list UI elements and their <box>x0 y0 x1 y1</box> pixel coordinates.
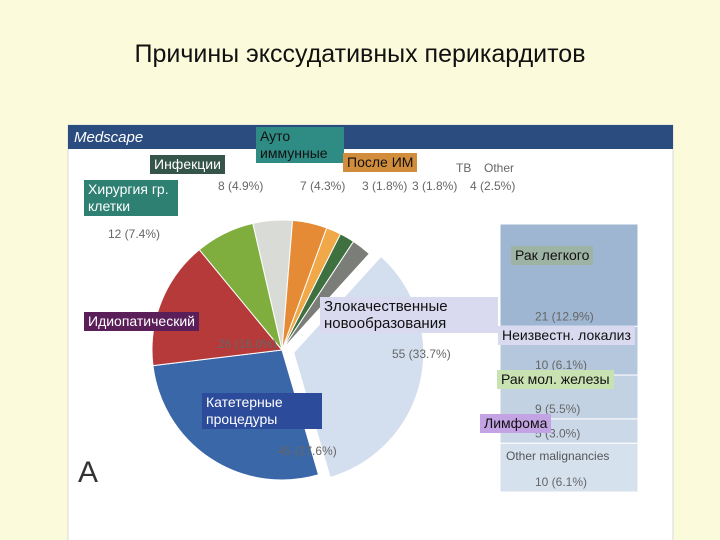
value-label: 4 (2.5%) <box>470 179 515 193</box>
category-tag: Катетерные процедуры <box>202 393 322 429</box>
category-tag: Злокачественные новообразования <box>320 297 498 333</box>
value-label: 7 (4.3%) <box>300 179 345 193</box>
panel-label: A <box>78 456 98 489</box>
breakdown-value-label: 10 (6.1%) <box>535 358 587 372</box>
breakdown-label: Other malignancies <box>506 449 609 463</box>
value-label: 3 (1.8%) <box>362 179 407 193</box>
value-label: 8 (4.9%) <box>218 179 263 193</box>
value-label: 3 (1.8%) <box>412 179 457 193</box>
category-tag: Ауто иммунные <box>256 127 344 163</box>
breakdown-tag: Рак мол. железы <box>497 370 614 389</box>
header-bar <box>68 125 673 149</box>
value-label: 12 (7.4%) <box>108 227 160 241</box>
breakdown-value-label: 21 (12.9%) <box>535 309 594 323</box>
breakdown-tag: Неизвестн. локализ <box>498 326 635 345</box>
value-label: 26 (16.0%) <box>218 337 277 351</box>
category-tag: Хирургия гр. клетки <box>84 180 178 216</box>
category-label: Other <box>484 161 514 175</box>
breakdown-value-label: 10 (6.1%) <box>535 475 587 489</box>
pie-slice <box>281 240 371 351</box>
breakdown-tag: Рак легкого <box>511 246 594 265</box>
breakdown-tag: Лимфома <box>480 414 552 433</box>
category-label: TB <box>456 161 471 175</box>
category-tag: Инфекции <box>150 155 225 174</box>
category-tag: После ИМ <box>343 153 418 172</box>
source-label: Medscape <box>74 129 143 146</box>
breakdown-bar <box>499 223 639 327</box>
value-label: 55 (33.7%) <box>392 347 451 361</box>
category-tag: Идиопатический <box>84 312 199 331</box>
value-label: 45 (27.6%) <box>278 444 337 458</box>
breakdown-value-label: 9 (5.5%) <box>535 402 580 416</box>
breakdown-bar <box>499 442 639 493</box>
pie-slice <box>198 222 283 351</box>
slide-title: Причины экссудативных перикардитов <box>134 40 586 68</box>
pie-slice <box>151 248 283 367</box>
